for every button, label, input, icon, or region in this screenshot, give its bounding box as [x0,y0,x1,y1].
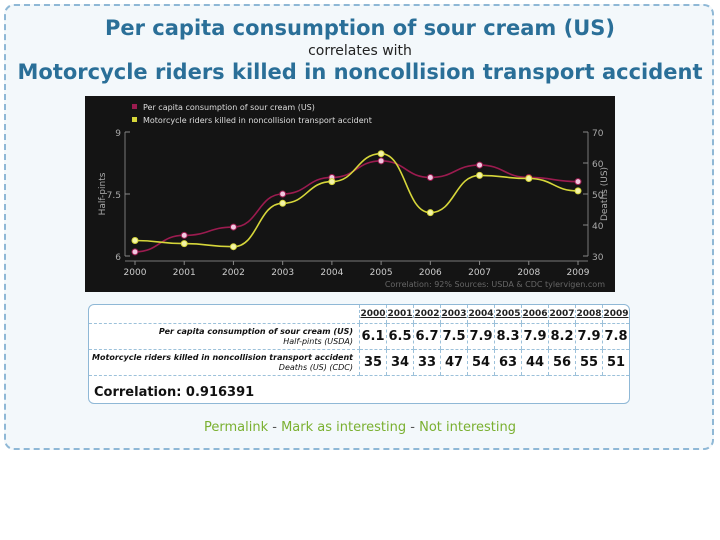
not-interesting-link[interactable]: Not interesting [419,420,516,435]
table-cell: 7.9 [467,323,495,350]
table-cell: 34 [386,349,414,376]
table-cell: 47 [440,349,468,376]
year-header: 2009 [602,305,629,324]
row-label: Motorcycle riders killed in noncollision… [89,349,360,376]
x-tick-label: 2005 [370,268,393,278]
x-tick-label: 2008 [517,268,540,278]
permalink-link[interactable]: Permalink [204,420,269,435]
year-header: 2008 [575,305,603,324]
legend-entry: Per capita consumption of sour cream (US… [143,103,315,112]
correlation-chart: 6 7.5 9 30 40 50 60 70 2000 2001 2002 2003 2004 2005 2… [85,96,615,292]
y-axis-label-left: Half-pints [98,172,108,215]
left-tick-label: 7.5 [107,191,121,201]
table-row: Motorcycle riders killed in noncollision… [89,349,629,376]
row-label: Per capita consumption of sour cream (US… [89,323,360,350]
link-separator: - [268,420,282,435]
right-tick-label: 40 [592,222,604,232]
correlation-value: Correlation: 0.916391 [94,385,255,400]
series-0-point [377,157,385,165]
legend-swatch [132,104,137,109]
data-table-box: 2000 2001 2002 2003 2004 2005 2006 2007 2008 2009… [88,304,630,404]
table-cell: 54 [467,349,495,376]
series-1-point [426,209,434,217]
table-cell: 55 [575,349,603,376]
data-table: 2000 2001 2002 2003 2004 2005 2006 2007 2008 2009… [89,305,629,376]
series-0-point [131,248,139,256]
series-1-point [377,150,385,158]
year-header: 2006 [521,305,549,324]
mark-interesting-link[interactable]: Mark as interesting [281,420,407,435]
year-header: 2004 [467,305,495,324]
series-1-point [229,243,237,251]
right-tick-label: 30 [592,253,604,263]
year-header: 2003 [440,305,468,324]
table-cell: 7.5 [440,323,468,350]
x-tick-label: 2003 [271,268,294,278]
left-tick-label: 9 [115,129,121,139]
series-1-point [279,199,287,207]
series-1-point [180,240,188,248]
year-header: 2000 [359,305,387,324]
series-1-point [476,171,484,179]
right-tick-label: 70 [592,129,604,139]
x-tick-label: 2007 [468,268,491,278]
x-tick-label: 2000 [124,268,147,278]
series-line-1 [134,152,579,248]
y-axis-label-right: Deaths (US) [600,167,610,221]
series-line-0 [134,160,579,253]
legend-swatch [132,117,137,122]
chart-footer: Correlation: 92% Sources: USDA & CDC tyl… [385,280,605,289]
right-tick-label: 50 [592,191,604,201]
table-cell: 63 [494,349,522,376]
chart-background [85,96,615,292]
table-cell: 35 [359,349,387,376]
right-tick-label: 60 [592,160,604,170]
table-cell: 33 [413,349,441,376]
series-0-point [476,161,484,169]
table-row: Per capita consumption of sour cream (US… [89,323,629,350]
link-separator: - [406,420,420,435]
x-tick-label: 2002 [222,268,245,278]
year-header: 2007 [548,305,576,324]
table-cell: 6.5 [386,323,414,350]
x-tick-label: 2001 [173,268,196,278]
table-cell: 8.2 [548,323,576,350]
title-secondary: Motorcycle riders killed in noncollision… [17,60,703,84]
series-1-point [328,178,336,186]
table-cell: 44 [521,349,549,376]
series-1-point [131,237,139,244]
table-cell: 7.9 [521,323,549,350]
series-0-point [426,173,434,181]
table-cell: 51 [602,349,629,376]
series-0-point [279,190,287,198]
series-1-point [525,175,533,182]
table-cell: 7.9 [575,323,603,350]
title-primary: Per capita consumption of sour cream (US… [105,16,615,40]
legend-entry: Motorcycle riders killed in noncollision… [143,116,372,125]
series-0-point [574,178,582,186]
table-cell: 56 [548,349,576,376]
year-header: 2002 [413,305,441,324]
x-tick-label: 2009 [567,268,590,278]
year-header: 2005 [494,305,522,324]
table-cell: 6.7 [413,323,441,350]
left-tick-label: 6 [115,253,121,263]
subtitle: correlates with [308,43,412,59]
x-tick-label: 2006 [419,268,442,278]
action-links: Permalink - Mark as interesting - Not in… [0,420,720,435]
table-cell: 8.3 [494,323,522,350]
table-cell: 6.1 [359,323,387,350]
year-header: 2001 [386,305,414,324]
series-0-point [229,223,237,231]
table-header-row: 2000 2001 2002 2003 2004 2005 2006 2007 2008 2009 [89,305,629,324]
x-tick-label: 2004 [320,268,343,278]
series-1-point [574,187,582,195]
series-0-point [180,231,188,239]
table-cell: 7.8 [602,323,629,350]
